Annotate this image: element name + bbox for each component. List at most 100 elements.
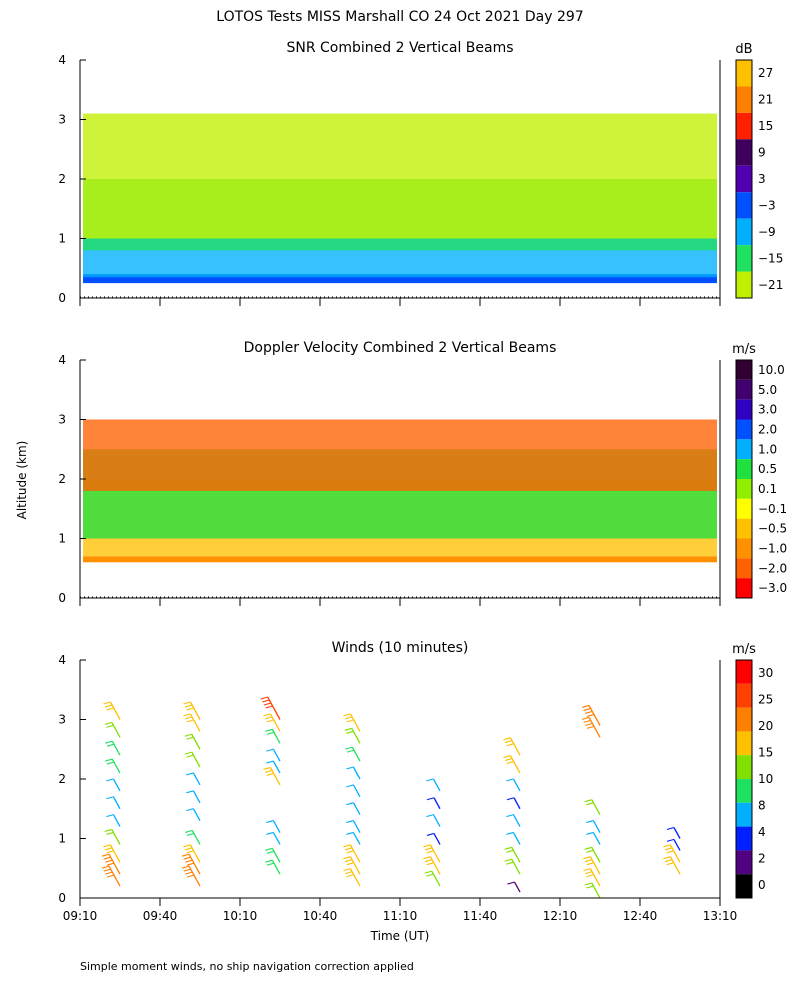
- wind-barb-flag: [104, 704, 113, 708]
- wind-barb-shaft: [191, 733, 201, 750]
- wind-barb-flag: [344, 859, 353, 863]
- colorbar-swatch: [736, 245, 752, 272]
- wind-barb-shaft: [352, 802, 361, 816]
- wind-barb-flag: [266, 772, 274, 776]
- wind-barb: [265, 847, 281, 863]
- wind-barb-flag: [586, 820, 594, 824]
- wind-barb: [426, 778, 441, 792]
- wind-barb: [184, 733, 201, 750]
- y-tick-label: 2: [58, 472, 66, 486]
- y-tick-label: 0: [58, 291, 66, 305]
- wind-barb: [265, 728, 281, 744]
- y-tick-label: 4: [58, 53, 66, 67]
- wind-barb-flag: [183, 713, 191, 717]
- colorbar-label: 0: [758, 878, 766, 892]
- wind-barb-shaft: [432, 778, 441, 792]
- wind-barb-flag: [104, 847, 113, 851]
- colorbar-label: 20: [758, 719, 773, 733]
- wind-barb: [101, 865, 121, 887]
- wind-barb: [426, 797, 441, 810]
- wind-barb-flag: [666, 838, 675, 842]
- wind-barb: [504, 846, 521, 863]
- y-tick-label: 1: [58, 832, 66, 846]
- x-tick-label: 11:40: [463, 909, 498, 923]
- colorbar-swatch: [736, 379, 752, 400]
- wind-barb-flag: [426, 814, 434, 818]
- wind-barb-flag: [343, 844, 351, 848]
- wind-barb: [423, 844, 441, 863]
- wind-barb: [346, 820, 361, 833]
- wind-barb-flag: [584, 846, 592, 850]
- wind-barb-shaft: [272, 748, 281, 762]
- wind-barb-flag: [585, 710, 593, 714]
- colorbar-label: −3: [758, 198, 776, 212]
- wind-barb: [105, 758, 121, 774]
- wind-barb-flag: [103, 701, 111, 705]
- y-tick-label: 1: [58, 232, 66, 246]
- wind-barb: [583, 856, 601, 875]
- winds-colorbar-unit: m/s: [732, 642, 756, 657]
- wind-barb: [106, 778, 121, 792]
- wind-barb-flag: [506, 831, 514, 835]
- colorbar-label: 21: [758, 93, 773, 107]
- wind-barb-flag: [346, 719, 354, 723]
- wind-barb-shaft: [431, 870, 441, 887]
- colorbar-swatch: [736, 165, 752, 193]
- colorbar-label: −15: [758, 251, 783, 265]
- wind-barb-shaft: [591, 846, 601, 863]
- colorbar-swatch: [736, 459, 752, 479]
- colorbar-swatch: [736, 86, 752, 113]
- colorbar-label: 0.5: [758, 462, 777, 476]
- wind-barb-flag: [503, 737, 511, 741]
- wind-barb: [584, 799, 601, 816]
- wind-barb-flag: [583, 707, 591, 711]
- wind-barb: [666, 838, 681, 851]
- colorbar-label: 2.0: [758, 422, 777, 436]
- wind-barb-flag: [506, 797, 515, 801]
- wind-barb: [343, 713, 361, 732]
- wind-barb-flag: [586, 831, 594, 835]
- wind-barb: [343, 868, 361, 887]
- wind-barb: [101, 853, 121, 875]
- colorbar-label: −3.0: [758, 581, 787, 595]
- wind-barb-shaft: [591, 882, 601, 899]
- wind-barb-shaft: [673, 839, 681, 851]
- colorbar-frame: [735, 659, 753, 899]
- wind-barb-flag: [666, 826, 675, 831]
- wind-barb-shaft: [433, 797, 441, 810]
- snr-panel: SNR Combined 2 Vertical Beams dB 0 1 2 3 4 27…: [58, 40, 783, 306]
- wind-barb-shaft: [432, 814, 441, 827]
- wind-barb-shaft: [108, 853, 121, 875]
- wind-barb-shaft: [267, 696, 281, 720]
- wind-barb-flag: [663, 844, 671, 848]
- wind-barb: [186, 790, 201, 804]
- wind-barb-flag: [584, 799, 592, 803]
- wind-barb-flag: [183, 844, 191, 848]
- wind-barb-flag: [186, 754, 194, 758]
- wind-barb-shaft: [351, 727, 361, 744]
- wind-barb-flag: [586, 713, 595, 717]
- wind-barb: [344, 727, 361, 744]
- wind-barb-flag: [106, 862, 115, 866]
- colorbar-swatch: [736, 139, 752, 166]
- wind-barb: [266, 748, 281, 762]
- wind-barb-flag: [664, 847, 673, 851]
- wind-barb-flag: [186, 719, 194, 723]
- wind-barb-flag: [265, 728, 273, 732]
- figure-title: LOTOS Tests MISS Marshall CO 24 Oct 2021…: [216, 9, 583, 25]
- wind-barb: [181, 865, 201, 887]
- wind-barb: [181, 853, 201, 875]
- x-tick-label: 10:40: [303, 909, 338, 923]
- wind-barb: [183, 713, 201, 732]
- wind-barb-flag: [106, 761, 115, 765]
- colorbar-frame: [735, 59, 753, 299]
- wind-barb: [266, 831, 281, 845]
- wind-barb: [183, 701, 201, 720]
- colorbar-swatch: [736, 578, 752, 598]
- wind-barb-flag: [426, 778, 434, 782]
- colorbar-swatch: [736, 850, 752, 875]
- wind-barb-flag: [185, 829, 193, 833]
- wind-barb-flag: [105, 859, 113, 863]
- wind-barb-flag: [183, 868, 191, 872]
